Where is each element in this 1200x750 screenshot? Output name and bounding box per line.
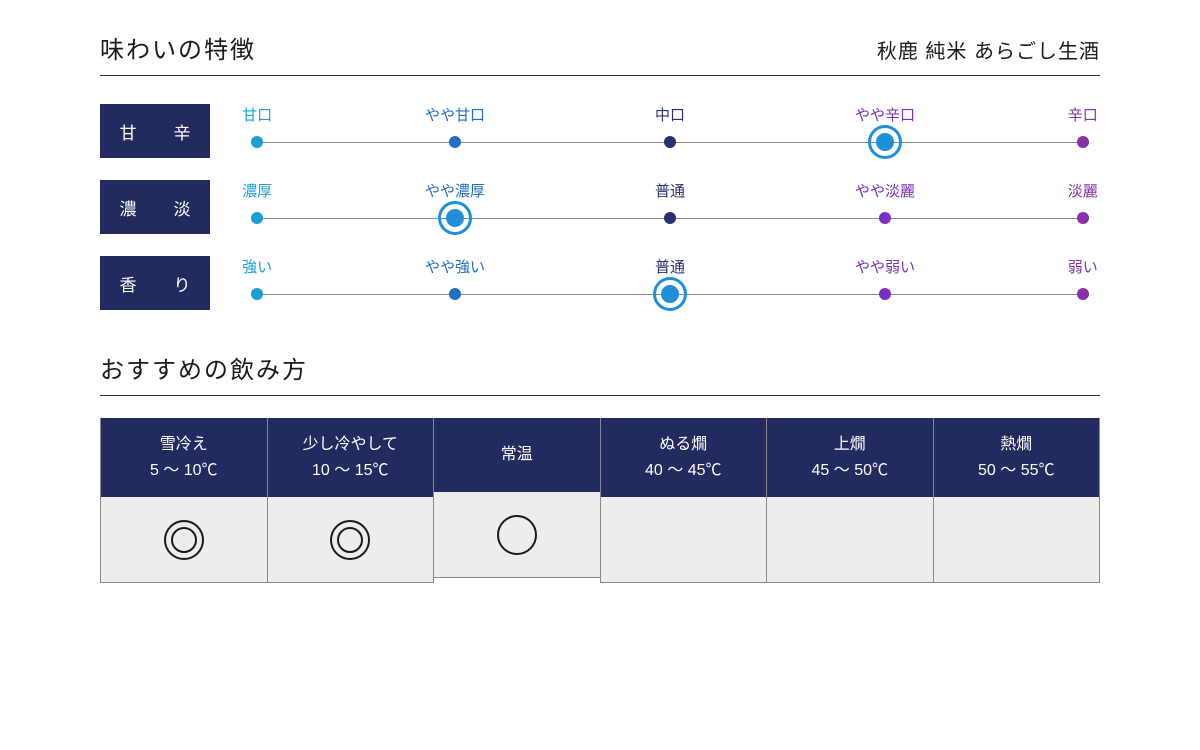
scale-point-label: やや淡麗 xyxy=(825,180,945,201)
taste-scales: 甘 辛甘口やや甘口中口やや辛口辛口濃 淡濃厚やや濃厚普通やや淡麗淡麗香 り強いや… xyxy=(100,104,1100,310)
scale-point: やや弱い xyxy=(825,256,945,283)
serving-column-header: 少し冷やして10 〜 15℃ xyxy=(268,418,434,497)
scale-dot xyxy=(251,136,263,148)
scale-point: やや濃厚 xyxy=(395,180,515,207)
serving-temp: 50 〜 55℃ xyxy=(938,458,1096,484)
serving-name: 上燗 xyxy=(771,432,929,458)
serving-table: 雪冷え5 〜 10℃少し冷やして10 〜 15℃常温ぬる燗40 〜 45℃上燗4… xyxy=(100,418,1100,583)
serving-cell xyxy=(601,497,767,583)
double-circle-icon xyxy=(164,520,204,560)
taste-title: 味わいの特徴 xyxy=(100,30,256,65)
serving-column-header: 雪冷え5 〜 10℃ xyxy=(101,418,267,497)
scale-point: やや強い xyxy=(395,256,515,283)
scale-point: 中口 xyxy=(610,104,730,131)
serving-title: おすすめの飲み方 xyxy=(100,350,1100,385)
scale-dot xyxy=(1077,212,1089,224)
scale-point-label: やや濃厚 xyxy=(395,180,515,201)
serving-column-header: ぬる燗40 〜 45℃ xyxy=(601,418,767,497)
scale-point-label: 辛口 xyxy=(1023,104,1143,125)
serving-header: おすすめの飲み方 xyxy=(100,350,1100,396)
scale-point-label: 淡麗 xyxy=(1023,180,1143,201)
serving-cell xyxy=(101,497,267,583)
serving-name: 雪冷え xyxy=(105,432,263,458)
scale-body: 強いやや強い普通やや弱い弱い xyxy=(240,256,1100,310)
scale-point: 普通 xyxy=(610,256,730,283)
scale-body: 濃厚やや濃厚普通やや淡麗淡麗 xyxy=(240,180,1100,234)
scale-row-label: 香 り xyxy=(100,256,210,310)
serving-cell xyxy=(434,492,600,578)
double-circle-icon xyxy=(330,520,370,560)
serving-name: ぬる燗 xyxy=(605,432,763,458)
serving-column-header: 常温 xyxy=(434,418,600,492)
scale-dot xyxy=(879,136,891,148)
scale-point: 淡麗 xyxy=(1023,180,1143,207)
scale-point: 辛口 xyxy=(1023,104,1143,131)
scale-point-label: 弱い xyxy=(1023,256,1143,277)
scale-point-label: 普通 xyxy=(610,256,730,277)
scale-body: 甘口やや甘口中口やや辛口辛口 xyxy=(240,104,1100,158)
serving-column-header: 上燗45 〜 50℃ xyxy=(767,418,933,497)
scale-dot xyxy=(1077,136,1089,148)
scale-point-label: 濃厚 xyxy=(197,180,317,201)
serving-temp: 5 〜 10℃ xyxy=(105,458,263,484)
serving-column: 少し冷やして10 〜 15℃ xyxy=(267,418,434,583)
scale-point-label: 中口 xyxy=(610,104,730,125)
serving-name: 熱燗 xyxy=(938,432,1096,458)
scale-row: 濃 淡濃厚やや濃厚普通やや淡麗淡麗 xyxy=(100,180,1100,234)
scale-point: やや辛口 xyxy=(825,104,945,131)
scale-point-label: やや弱い xyxy=(825,256,945,277)
scale-dot xyxy=(251,288,263,300)
scale-dot xyxy=(449,212,461,224)
serving-temp: 10 〜 15℃ xyxy=(272,458,430,484)
scale-dot xyxy=(879,212,891,224)
scale-point: やや淡麗 xyxy=(825,180,945,207)
scale-row: 香 り強いやや強い普通やや弱い弱い xyxy=(100,256,1100,310)
scale-row-label: 甘 辛 xyxy=(100,104,210,158)
scale-point-label: 強い xyxy=(197,256,317,277)
scale-dot xyxy=(664,136,676,148)
scale-point-label: やや強い xyxy=(395,256,515,277)
scale-point: やや甘口 xyxy=(395,104,515,131)
serving-section: おすすめの飲み方 雪冷え5 〜 10℃少し冷やして10 〜 15℃常温ぬる燗40… xyxy=(100,350,1100,583)
serving-temp: 45 〜 50℃ xyxy=(771,458,929,484)
serving-cell xyxy=(268,497,434,583)
serving-column: 上燗45 〜 50℃ xyxy=(766,418,933,583)
scale-point-label: 甘口 xyxy=(197,104,317,125)
scale-point: 強い xyxy=(197,256,317,283)
scale-point-label: やや甘口 xyxy=(395,104,515,125)
scale-dot xyxy=(879,288,891,300)
serving-cell xyxy=(934,497,1100,583)
serving-cell xyxy=(767,497,933,583)
serving-column: 熱燗50 〜 55℃ xyxy=(933,418,1101,583)
scale-point-label: 普通 xyxy=(610,180,730,201)
circle-icon xyxy=(497,515,537,555)
serving-column: 常温 xyxy=(433,418,600,583)
scale-row-label: 濃 淡 xyxy=(100,180,210,234)
scale-point: 甘口 xyxy=(197,104,317,131)
scale-dot xyxy=(664,212,676,224)
scale-row: 甘 辛甘口やや甘口中口やや辛口辛口 xyxy=(100,104,1100,158)
serving-name: 常温 xyxy=(438,442,596,468)
scale-dot xyxy=(1077,288,1089,300)
serving-temp: 40 〜 45℃ xyxy=(605,458,763,484)
serving-name: 少し冷やして xyxy=(272,432,430,458)
serving-column: 雪冷え5 〜 10℃ xyxy=(100,418,267,583)
scale-dot xyxy=(449,288,461,300)
serving-column: ぬる燗40 〜 45℃ xyxy=(600,418,767,583)
scale-point: 濃厚 xyxy=(197,180,317,207)
scale-dot xyxy=(664,288,676,300)
scale-point: 弱い xyxy=(1023,256,1143,283)
scale-point: 普通 xyxy=(610,180,730,207)
serving-column-header: 熱燗50 〜 55℃ xyxy=(934,418,1100,497)
scale-dot xyxy=(251,212,263,224)
scale-point-label: やや辛口 xyxy=(825,104,945,125)
scale-dot xyxy=(449,136,461,148)
product-name: 秋鹿 純米 あらごし生酒 xyxy=(877,35,1100,64)
taste-header: 味わいの特徴 秋鹿 純米 あらごし生酒 xyxy=(100,30,1100,76)
